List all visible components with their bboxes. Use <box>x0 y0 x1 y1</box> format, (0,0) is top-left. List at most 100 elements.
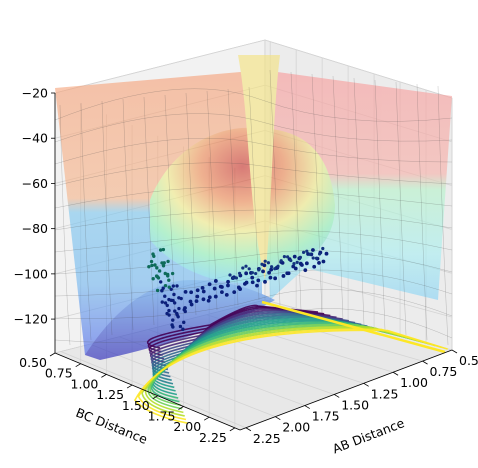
trajectory-point <box>183 289 188 294</box>
trajectory-point <box>189 290 194 295</box>
trajectory-point <box>289 258 293 263</box>
trajectory-point <box>166 259 170 264</box>
ab-tick-label: 0.50 <box>459 353 478 368</box>
trajectory-point <box>224 292 229 297</box>
trajectory-point <box>159 280 163 284</box>
trajectory-point <box>244 271 249 276</box>
trajectory-point <box>292 254 297 259</box>
trajectory-point <box>195 294 200 299</box>
trajectory-point <box>263 259 267 263</box>
trajectory-point <box>172 292 176 297</box>
trajectory-point <box>163 283 168 288</box>
trajectory-point <box>161 247 166 252</box>
trajectory-point <box>286 255 290 259</box>
ab-ticks: 0.500.751.001.251.501.752.002.25 <box>245 349 478 446</box>
bc-tick-label: 2.00 <box>173 419 201 434</box>
surface-valley <box>85 280 275 360</box>
trajectory-point <box>213 279 218 283</box>
bc-tick-mark <box>203 416 210 421</box>
trajectory-point <box>276 264 280 268</box>
trajectory-point <box>286 271 291 276</box>
bc-tick-mark <box>75 363 81 368</box>
trajectory-point <box>167 297 171 302</box>
trajectory-point <box>170 271 175 276</box>
ab-tick-mark <box>245 427 252 432</box>
bc-ticks: 0.500.751.001.251.501.752.002.25 <box>19 352 236 445</box>
z-tick-label: −40 <box>22 131 48 146</box>
z-tick-label: −60 <box>22 176 48 191</box>
ab-tick-mark <box>334 394 340 398</box>
trajectory-point <box>173 309 177 313</box>
bc-tick-mark <box>229 427 236 432</box>
ab-tick-label: 1.25 <box>371 386 399 401</box>
trajectory-point <box>171 318 175 322</box>
trajectory-point <box>254 271 258 276</box>
bc-tick-label: 1.25 <box>96 387 124 402</box>
bc-tick-mark <box>152 395 158 400</box>
trajectory-point <box>298 255 302 259</box>
trajectory-point <box>250 271 254 275</box>
trajectory-point <box>263 279 267 284</box>
trajectory-point <box>157 269 162 273</box>
trajectory-point <box>303 268 308 273</box>
z-tick-label: −80 <box>22 221 48 236</box>
z-tick-label: −120 <box>14 312 48 327</box>
trajectory-point <box>244 280 249 285</box>
trajectory-point <box>165 303 169 308</box>
trajectory-point <box>189 302 194 307</box>
trajectory-point <box>165 311 169 316</box>
ab-tick-mark <box>422 360 428 365</box>
ab-tick-label: 1.50 <box>341 397 369 412</box>
trajectory-point <box>293 266 298 271</box>
trajectory-point <box>147 265 151 269</box>
trajectory-point <box>155 266 159 270</box>
trajectory-point <box>166 274 170 278</box>
ab-tick-label: 2.00 <box>282 420 310 435</box>
trajectory-point <box>247 267 251 271</box>
trajectory-point <box>244 264 248 268</box>
z-axis: −20 −40 −60 −80 −100 −120 <box>14 86 56 353</box>
ab-tick-mark <box>392 371 399 376</box>
bc-tick-label: 1.00 <box>71 376 99 391</box>
trajectory-point <box>279 259 283 263</box>
ab-tick-label: 1.00 <box>400 375 428 390</box>
trajectory-point <box>188 299 193 304</box>
trajectory-point <box>207 295 212 300</box>
bc-tick-label: 1.50 <box>122 398 150 413</box>
trajectory-point <box>167 308 171 313</box>
trajectory-point <box>161 264 166 268</box>
trajectory-point <box>273 267 277 271</box>
bc-tick-label: 1.75 <box>148 408 176 423</box>
trajectory-point <box>201 297 206 302</box>
trajectory-point <box>269 267 274 272</box>
trajectory-point <box>163 301 168 305</box>
trajectory-point <box>182 320 186 325</box>
trajectory-point <box>154 274 159 278</box>
trajectory-point <box>167 285 171 289</box>
trajectory-point <box>183 306 187 310</box>
bc-tick-mark <box>126 384 133 389</box>
trajectory-point <box>311 248 315 252</box>
trajectory-point <box>270 265 274 269</box>
contour-line <box>147 304 319 349</box>
trajectory-point <box>302 250 306 254</box>
z-ticks: −20 −40 −60 −80 −100 −120 <box>14 86 55 327</box>
z-tick-label: −20 <box>22 86 48 101</box>
trajectory-point <box>267 270 271 275</box>
trajectory-point <box>273 276 278 281</box>
contour-line <box>261 300 446 354</box>
trajectory-point <box>153 263 157 267</box>
trajectory-point <box>232 290 237 295</box>
ab-tick-mark <box>304 405 310 409</box>
bc-tick-mark <box>178 406 184 410</box>
ab-tick-label: 2.25 <box>253 431 281 446</box>
trajectory-point <box>250 275 255 280</box>
z-tick-label: −100 <box>14 266 48 281</box>
trajectory-point <box>178 324 183 329</box>
trajectory-point <box>298 261 303 266</box>
trajectory-point <box>206 298 211 303</box>
trajectory-point <box>170 323 174 327</box>
trajectory-point <box>311 256 315 260</box>
trajectory-point <box>321 259 326 264</box>
